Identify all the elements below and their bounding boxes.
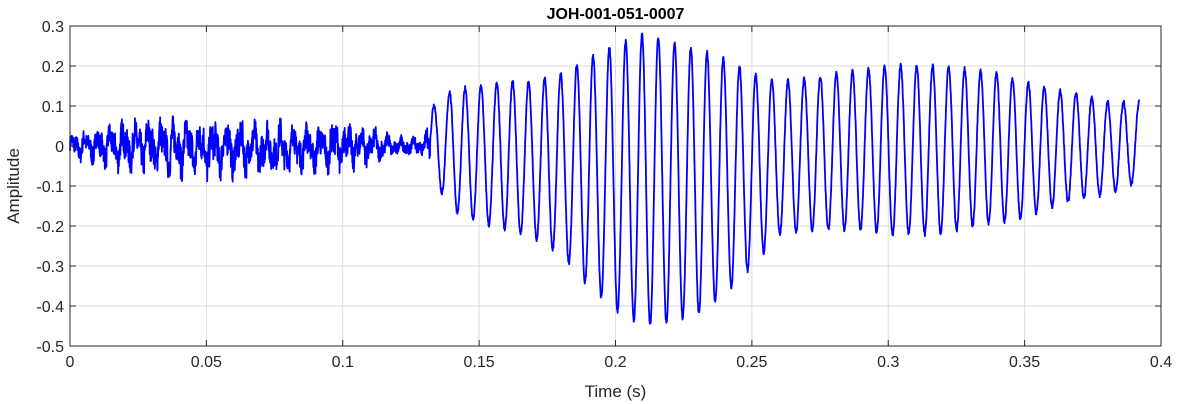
y-tick-label: 0.2 xyxy=(42,59,64,76)
y-tick-label: -0.2 xyxy=(36,219,64,236)
y-tick-label: 0.3 xyxy=(42,19,64,36)
y-tick-label: -0.4 xyxy=(36,299,64,316)
x-tick-label: 0.1 xyxy=(332,354,354,371)
x-tick-labels: 0 0.05 0.1 0.15 0.2 0.25 0.3 0.35 0.4 xyxy=(66,354,1173,371)
y-tick-label: -0.3 xyxy=(36,259,64,276)
grid xyxy=(70,26,1161,346)
y-tick-label: 0 xyxy=(55,139,64,156)
x-tick-label: 0.15 xyxy=(464,354,495,371)
plot-area xyxy=(69,32,1141,325)
y-tick-label: -0.1 xyxy=(36,179,64,196)
ticks xyxy=(69,25,1162,347)
waveform-series-line xyxy=(69,32,1141,325)
y-axis-label: Amplitude xyxy=(4,148,23,224)
x-tick-label: 0.2 xyxy=(604,354,626,371)
x-axis-label: Time (s) xyxy=(585,382,647,401)
x-tick-label: 0.4 xyxy=(1150,354,1172,371)
x-tick-label: 0.35 xyxy=(1009,354,1040,371)
x-tick-label: 0 xyxy=(66,354,75,371)
x-tick-label: 0.3 xyxy=(877,354,899,371)
x-tick-label: 0.25 xyxy=(736,354,767,371)
x-tick-label: 0.05 xyxy=(191,354,222,371)
y-tick-labels: -0.5 -0.4 -0.3 -0.2 -0.1 0 0.1 0.2 0.3 xyxy=(36,19,64,356)
chart-title: JOH-001-051-0007 xyxy=(547,6,685,23)
y-tick-label: 0.1 xyxy=(42,99,64,116)
y-tick-label: -0.5 xyxy=(36,339,64,356)
